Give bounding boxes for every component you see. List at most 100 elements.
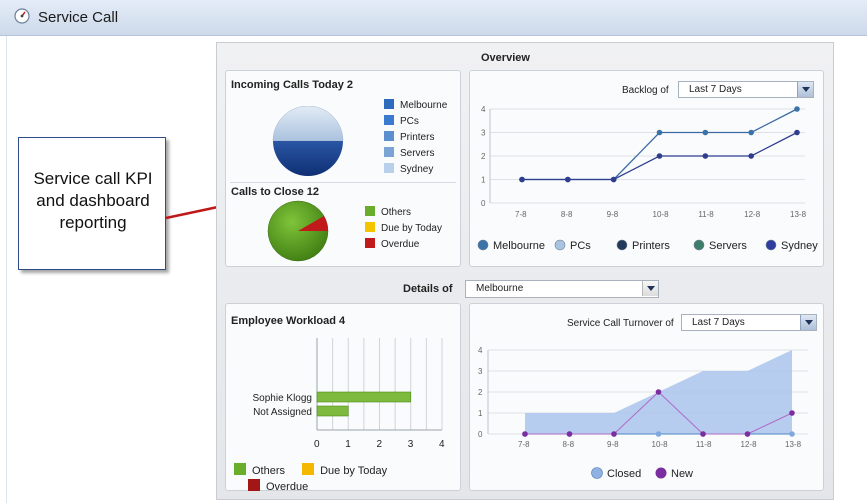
legend-item-pcs: PCs [384, 115, 447, 131]
legend-item-due-today: Due by Today [365, 222, 442, 238]
backlog-range-select[interactable]: Last 7 Days [678, 81, 814, 98]
workload-legend: Others Due by Today Overdue [234, 463, 460, 495]
turnover-label: Service Call Turnover of [567, 318, 674, 329]
legend-label: Servers [400, 148, 435, 159]
legend-marker [616, 239, 628, 251]
details-label: Details of [403, 283, 453, 295]
data-point-new [789, 410, 795, 416]
x-tick-label: 10-8 [653, 210, 670, 219]
legend-label: Others [381, 207, 412, 218]
x-tick-label: 0 [314, 439, 320, 450]
data-point-sydney [519, 176, 525, 183]
window-titlebar: Service Call [0, 0, 867, 36]
employee-workload-panel: Employee Workload 4 0 1 2 3 4 Sophie Klogg Not… [225, 303, 461, 493]
callout-text: Service call KPI and dashboard reporting [33, 169, 153, 232]
backlog-range-value: Last 7 Days [689, 84, 742, 95]
legend-swatch [384, 131, 394, 141]
legend-label: Closed [607, 468, 641, 480]
incoming-calls-pie [272, 106, 344, 176]
legend-swatch [365, 222, 375, 232]
legend-item-due-today: Due by Today [302, 463, 387, 479]
legend-label: Others [252, 465, 286, 477]
calls-to-close-title: Calls to Close 12 [231, 186, 320, 198]
x-tick-label: 8-8 [563, 440, 575, 449]
details-select-value: Melbourne [476, 283, 524, 294]
legend-label: PCs [400, 116, 419, 127]
details-select[interactable]: Melbourne [465, 280, 659, 298]
pie-slice-melbourne [273, 141, 343, 176]
data-point-sydney [656, 153, 663, 159]
x-tick-label: 9-8 [607, 210, 619, 219]
backlog-label: Backlog of [622, 85, 669, 96]
annotation-callout: Service call KPI and dashboard reporting [18, 137, 166, 270]
x-tick-label: 12-8 [741, 440, 758, 449]
legend-item-others: Others [234, 463, 285, 479]
dashboard: Overview Incoming Calls Today 2 Melbourn… [216, 42, 834, 500]
data-point-new [700, 431, 706, 437]
x-tick-label: 11-8 [698, 210, 714, 219]
legend-label: Overdue [381, 239, 420, 250]
chevron-down-icon[interactable] [800, 315, 816, 330]
legend-label: Melbourne [400, 100, 448, 111]
calls-to-close-legend: Others Due by Today Overdue [365, 206, 442, 254]
pie-slice-overdue [298, 216, 329, 231]
legend-swatch [384, 147, 394, 157]
legend-swatch [384, 163, 394, 173]
legend-item-printers: Printers [384, 131, 447, 147]
legend-item-servers: Servers [384, 147, 447, 163]
legend-item-others: Others [365, 206, 442, 222]
data-point-closed [789, 431, 795, 437]
legend-label: Sydney [781, 240, 818, 252]
legend-label: Printers [632, 240, 670, 252]
dashboard-icon [14, 8, 30, 24]
incoming-legend: Melbourne PCs Printers Servers Sydney [384, 99, 447, 179]
incoming-calls-panel: Incoming Calls Today 2 Melbourne PCs Pri… [225, 70, 461, 267]
series-line-melbourne [522, 108, 798, 181]
legend-item-sydney: Sydney [384, 163, 447, 179]
category-label: Sophie Klogg [253, 393, 313, 404]
x-tick-label: 7-8 [518, 440, 530, 449]
legend-label: Due by Today [320, 465, 388, 477]
employee-workload-title: Employee Workload 4 [231, 315, 346, 327]
data-point-melbourne [656, 129, 663, 136]
y-tick-label: 2 [481, 152, 486, 161]
data-point-sydney [702, 153, 709, 159]
legend-marker [693, 239, 705, 251]
legend-label: Sydney [400, 164, 434, 175]
legend-label: New [671, 468, 693, 480]
turnover-range-select[interactable]: Last 7 Days [681, 314, 817, 331]
data-point-sydney [748, 153, 754, 159]
y-tick-label: 2 [478, 388, 483, 397]
x-tick-label: 3 [408, 439, 414, 450]
legend-swatch [302, 463, 315, 475]
x-tick-label: 13-8 [790, 210, 807, 219]
data-point-melbourne [702, 129, 709, 136]
legend-swatch [384, 99, 394, 109]
x-tick-label: 2 [377, 439, 383, 450]
legend-item-melbourne: Melbourne [384, 99, 447, 115]
x-tick-label: 1 [345, 439, 351, 450]
legend-swatch [365, 238, 375, 248]
x-tick-label: 7-8 [515, 210, 527, 219]
y-tick-label: 3 [478, 367, 483, 376]
y-tick-label: 0 [481, 199, 486, 208]
legend-item-overdue: Overdue [248, 479, 308, 495]
chevron-down-icon[interactable] [797, 82, 813, 97]
employee-workload-bar-chart: 0 1 2 3 4 Sophie Klogg Not Assigned [253, 338, 445, 450]
y-tick-label: 0 [478, 430, 483, 439]
data-point-closed [655, 431, 662, 437]
legend-marker-new [655, 467, 667, 479]
x-tick-label: 11-8 [696, 440, 712, 449]
legend-label: Printers [400, 132, 435, 143]
legend-marker [554, 239, 566, 251]
legend-item-overdue: Overdue [365, 238, 442, 254]
legend-label: Overdue [266, 481, 309, 493]
backlog-line-chart: 0 1 2 3 4 7-8 8-8 9-8 10-8 11-8 12-8 13-8 Melbourne P… [477, 105, 818, 252]
x-tick-label: 10-8 [652, 440, 669, 449]
data-point-new [566, 431, 573, 437]
data-point-new [655, 389, 662, 395]
y-tick-label: 1 [481, 176, 486, 185]
calls-to-close-pie [267, 200, 329, 262]
chevron-down-icon[interactable] [642, 281, 658, 296]
turnover-range-value: Last 7 Days [692, 317, 745, 328]
